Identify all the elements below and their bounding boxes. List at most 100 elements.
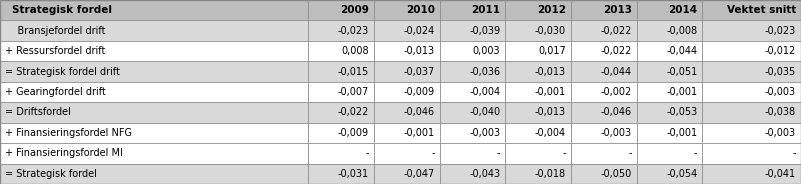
Bar: [0, 41, 308, 61]
Text: -0,004: -0,004: [469, 87, 501, 97]
Bar: [702, 61, 801, 82]
Text: -0,046: -0,046: [601, 107, 632, 117]
Text: -0,046: -0,046: [404, 107, 435, 117]
Bar: [374, 82, 440, 102]
Text: -0,037: -0,037: [404, 67, 435, 77]
Text: -0,013: -0,013: [535, 107, 566, 117]
Text: -0,009: -0,009: [404, 87, 435, 97]
Text: -0,001: -0,001: [404, 128, 435, 138]
Bar: [702, 20, 801, 41]
Text: -0,001: -0,001: [666, 128, 698, 138]
Text: -0,053: -0,053: [666, 107, 698, 117]
Bar: [440, 143, 505, 164]
Bar: [308, 102, 374, 123]
Text: -: -: [497, 148, 501, 158]
Text: -0,030: -0,030: [535, 26, 566, 36]
Bar: [702, 164, 801, 184]
Text: -0,003: -0,003: [601, 128, 632, 138]
Text: + Ressursfordel drift: + Ressursfordel drift: [5, 46, 106, 56]
Bar: [440, 123, 505, 143]
Bar: [308, 123, 374, 143]
Bar: [702, 41, 801, 61]
Text: Vektet snitt: Vektet snitt: [727, 5, 796, 15]
Text: -0,015: -0,015: [338, 67, 369, 77]
Bar: [505, 61, 571, 82]
Text: -0,039: -0,039: [469, 26, 501, 36]
Text: = Driftsfordel: = Driftsfordel: [5, 107, 70, 117]
Bar: [702, 102, 801, 123]
Bar: [308, 0, 374, 20]
Text: -0,008: -0,008: [666, 26, 698, 36]
Bar: [571, 102, 637, 123]
Text: -: -: [431, 148, 435, 158]
Bar: [0, 143, 308, 164]
Bar: [0, 164, 308, 184]
Text: -0,024: -0,024: [404, 26, 435, 36]
Bar: [374, 143, 440, 164]
Bar: [637, 41, 702, 61]
Text: -0,022: -0,022: [601, 26, 632, 36]
Bar: [0, 0, 308, 20]
Bar: [374, 102, 440, 123]
Text: -0,001: -0,001: [535, 87, 566, 97]
Text: -0,051: -0,051: [666, 67, 698, 77]
Bar: [0, 102, 308, 123]
Text: 0,008: 0,008: [341, 46, 369, 56]
Bar: [571, 143, 637, 164]
Text: -: -: [694, 148, 698, 158]
Text: 0,003: 0,003: [473, 46, 501, 56]
Bar: [505, 82, 571, 102]
Text: -: -: [792, 148, 796, 158]
Text: -0,018: -0,018: [535, 169, 566, 179]
Text: -0,041: -0,041: [765, 169, 796, 179]
Bar: [374, 41, 440, 61]
Bar: [702, 123, 801, 143]
Bar: [505, 102, 571, 123]
Bar: [374, 0, 440, 20]
Bar: [0, 20, 308, 41]
Text: -0,050: -0,050: [601, 169, 632, 179]
Text: = Strategisk fordel drift: = Strategisk fordel drift: [5, 67, 120, 77]
Text: -0,007: -0,007: [338, 87, 369, 97]
Text: -0,002: -0,002: [601, 87, 632, 97]
Text: -: -: [628, 148, 632, 158]
Bar: [374, 20, 440, 41]
Text: -0,003: -0,003: [765, 87, 796, 97]
Text: + Finansieringsfordel NFG: + Finansieringsfordel NFG: [5, 128, 132, 138]
Bar: [571, 123, 637, 143]
Text: 2013: 2013: [603, 5, 632, 15]
Bar: [505, 143, 571, 164]
Text: 2014: 2014: [668, 5, 698, 15]
Bar: [440, 164, 505, 184]
Text: + Gearingfordel drift: + Gearingfordel drift: [5, 87, 106, 97]
Bar: [571, 164, 637, 184]
Bar: [440, 102, 505, 123]
Text: + Finansieringsfordel MI: + Finansieringsfordel MI: [5, 148, 123, 158]
Text: -0,035: -0,035: [765, 67, 796, 77]
Bar: [702, 143, 801, 164]
Bar: [637, 0, 702, 20]
Bar: [637, 20, 702, 41]
Text: 2012: 2012: [537, 5, 566, 15]
Bar: [308, 82, 374, 102]
Bar: [374, 164, 440, 184]
Text: -0,036: -0,036: [469, 67, 501, 77]
Bar: [0, 123, 308, 143]
Text: -: -: [365, 148, 369, 158]
Bar: [637, 123, 702, 143]
Text: -0,013: -0,013: [535, 67, 566, 77]
Text: -0,003: -0,003: [765, 128, 796, 138]
Text: -0,054: -0,054: [666, 169, 698, 179]
Bar: [308, 164, 374, 184]
Text: -0,044: -0,044: [601, 67, 632, 77]
Bar: [505, 164, 571, 184]
Text: Strategisk fordel: Strategisk fordel: [12, 5, 112, 15]
Bar: [637, 143, 702, 164]
Text: 2011: 2011: [472, 5, 501, 15]
Text: -0,013: -0,013: [404, 46, 435, 56]
Bar: [571, 82, 637, 102]
Bar: [702, 82, 801, 102]
Bar: [637, 164, 702, 184]
Text: -0,022: -0,022: [338, 107, 369, 117]
Text: Bransjefordel drift: Bransjefordel drift: [5, 26, 106, 36]
